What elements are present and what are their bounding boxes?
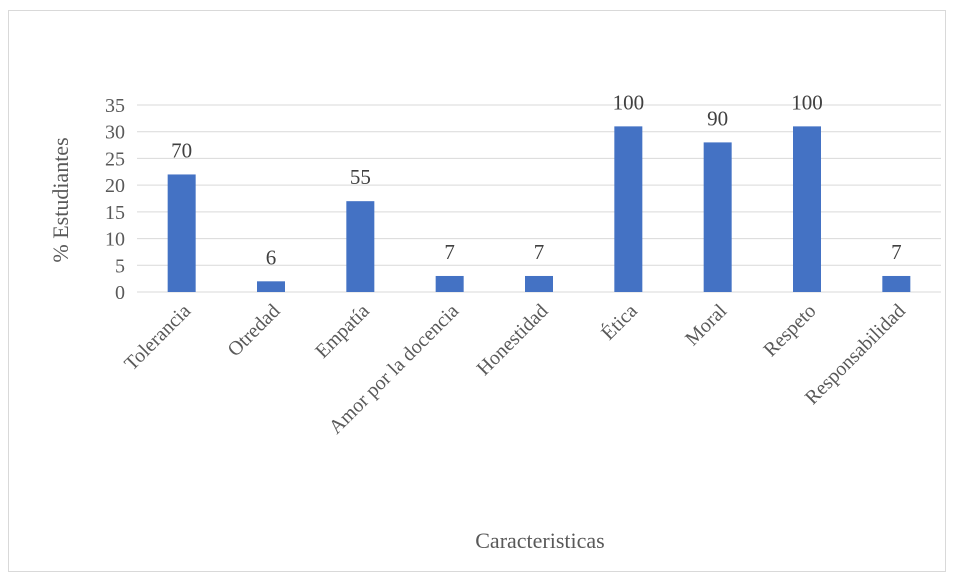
bar bbox=[167, 174, 196, 292]
data-label: 70 bbox=[171, 138, 192, 162]
bar bbox=[793, 126, 821, 292]
y-tick-label: 15 bbox=[105, 202, 125, 224]
x-tick-label: Ética bbox=[597, 299, 642, 344]
bars bbox=[167, 126, 911, 292]
bar bbox=[525, 275, 553, 292]
y-tick-label: 5 bbox=[115, 255, 125, 277]
data-label: 7 bbox=[891, 240, 902, 264]
y-tick-label: 10 bbox=[105, 229, 125, 251]
data-label: 55 bbox=[350, 165, 371, 189]
x-axis-title: Caracteristicas bbox=[475, 528, 605, 553]
chart-frame bbox=[8, 10, 946, 572]
x-tick-label: Tolerancia bbox=[120, 300, 195, 375]
y-tick-label: 30 bbox=[105, 122, 125, 144]
data-label: 7 bbox=[534, 240, 545, 264]
bar bbox=[703, 142, 732, 292]
bar bbox=[346, 201, 375, 292]
x-tick-label: Otredad bbox=[223, 300, 284, 361]
data-label: 100 bbox=[791, 90, 823, 114]
bar bbox=[882, 275, 911, 292]
data-label: 6 bbox=[266, 245, 277, 269]
x-tick-label: Moral bbox=[681, 300, 731, 350]
x-tick-label: Empatía bbox=[311, 300, 374, 363]
y-tick-label: 0 bbox=[115, 282, 125, 304]
data-label: 90 bbox=[707, 106, 728, 130]
bar bbox=[435, 275, 464, 292]
x-tick-label: Respeto bbox=[759, 300, 820, 361]
bar bbox=[614, 126, 643, 292]
y-tick-label: 35 bbox=[105, 95, 125, 117]
x-tick-label: Honestidad bbox=[473, 300, 553, 380]
data-labels: 70 6 55 7 7 100 90 100 7 bbox=[171, 90, 901, 269]
y-tick-label: 25 bbox=[105, 148, 125, 170]
data-label: 100 bbox=[613, 90, 645, 114]
y-tick-label: 20 bbox=[105, 175, 125, 197]
y-axis-title: % Estudiantes bbox=[48, 137, 73, 262]
y-axis-ticks: 0 5 10 15 20 25 30 35 bbox=[105, 95, 125, 304]
bar bbox=[257, 281, 285, 292]
data-label: 7 bbox=[444, 240, 455, 264]
